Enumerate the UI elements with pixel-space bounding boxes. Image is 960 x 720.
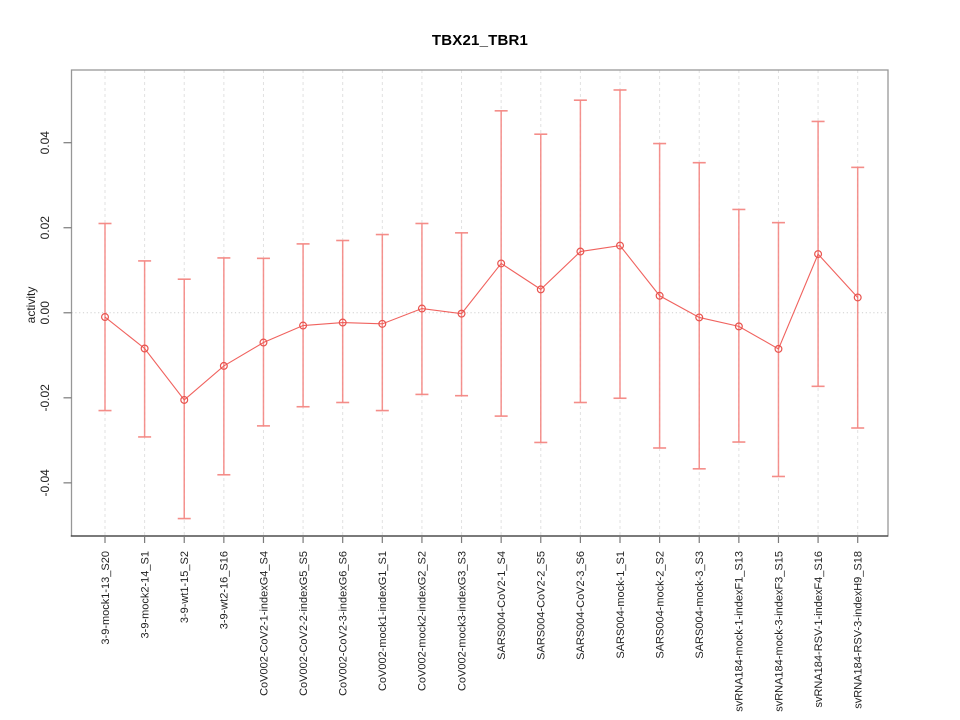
x-tick-label: svRNA184-RSV-3-indexH9_S18 bbox=[853, 551, 865, 709]
x-tick-label: CoV002-mock3-indexG3_S3 bbox=[456, 551, 468, 691]
plot-box bbox=[70, 69, 889, 537]
y-tick-label: -0.04 bbox=[38, 469, 52, 497]
data-point bbox=[655, 291, 664, 300]
x-tick-label: svRNA184-RSV-1-indexF4_S16 bbox=[813, 551, 825, 708]
data-point bbox=[338, 318, 347, 327]
x-tick-label: 3-9-mock2-14_S1 bbox=[139, 551, 151, 638]
x-tick-label: CoV002-mock2-indexG2_S2 bbox=[417, 551, 429, 691]
x-tick-label: CoV002-mock1-indexG1_S1 bbox=[377, 551, 389, 691]
x-tick-label: SARS004-mock-3_S3 bbox=[694, 551, 706, 659]
data-point bbox=[853, 293, 862, 302]
data-point bbox=[180, 395, 189, 404]
x-tick-label: SARS004-mock-2_S2 bbox=[654, 551, 666, 659]
data-point bbox=[417, 304, 426, 313]
data-point bbox=[378, 319, 387, 328]
x-tick-label: 3-9-mock1-13_S20 bbox=[100, 551, 112, 645]
x-tick-label: 3-9-wt2-16_S16 bbox=[219, 551, 231, 629]
x-tick-label: SARS004-mock-1_S1 bbox=[615, 551, 627, 659]
data-point bbox=[299, 321, 308, 330]
y-tick-label: 0.00 bbox=[38, 301, 52, 325]
x-tick-label: svRNA184-mock-1-indexF1_S13 bbox=[734, 551, 746, 712]
data-point bbox=[814, 250, 823, 259]
data-point bbox=[536, 285, 545, 294]
series-line bbox=[104, 245, 859, 401]
data-point bbox=[616, 241, 625, 250]
x-tick-label: CoV002-CoV2-2-indexG5_S5 bbox=[298, 551, 310, 696]
chart-title: TBX21_TBR1 bbox=[431, 32, 529, 49]
data-point bbox=[140, 344, 149, 353]
x-tick-label: SARS004-CoV2-3_S6 bbox=[575, 551, 587, 660]
y-tick-label: -0.02 bbox=[38, 384, 52, 412]
x-tick-label: CoV002-CoV2-1-indexG4_S4 bbox=[258, 551, 270, 696]
x-tick-label: SARS004-CoV2-1_S4 bbox=[496, 551, 508, 660]
x-tick-label: CoV002-CoV2-3-indexG6_S6 bbox=[337, 551, 349, 696]
x-tick-label: SARS004-CoV2-2_S5 bbox=[536, 551, 548, 660]
data-point bbox=[497, 259, 506, 268]
data-point bbox=[457, 309, 466, 318]
x-tick-label: 3-9-wt1-15_S2 bbox=[179, 551, 191, 623]
data-point bbox=[259, 338, 268, 347]
y-tick-label: 0.04 bbox=[38, 131, 52, 155]
y-tick-label: 0.02 bbox=[38, 216, 52, 240]
data-point bbox=[100, 313, 109, 322]
data-point bbox=[576, 247, 585, 256]
data-point bbox=[695, 313, 704, 322]
data-point bbox=[734, 322, 743, 331]
data-point bbox=[774, 344, 783, 353]
data-point bbox=[219, 361, 228, 370]
x-tick-label: svRNA184-mock-3-indexF3_S15 bbox=[773, 551, 785, 712]
